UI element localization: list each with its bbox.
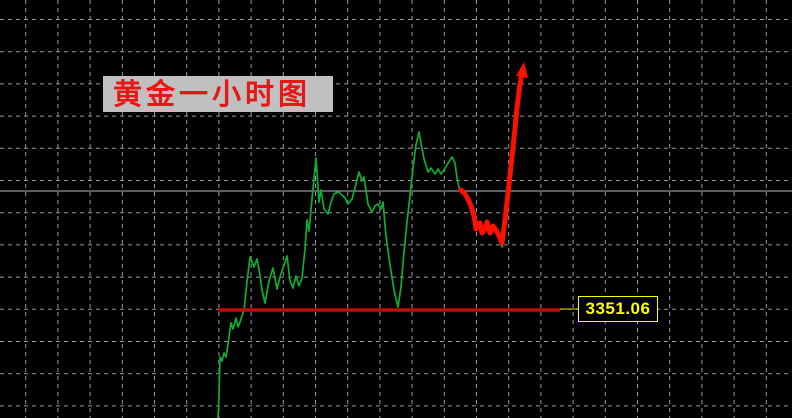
forecast-arrow-head-icon (516, 62, 528, 78)
forecast-arrow-line[interactable] (458, 69, 525, 246)
price-level-value: 3351.06 (585, 299, 651, 318)
price-line-series (217, 131, 462, 418)
price-level-label[interactable]: 3351.06 (578, 296, 658, 322)
chart-title-text: 黄金一小时图 (113, 77, 312, 111)
chart-title-banner: 黄金一小时图 (103, 76, 333, 112)
